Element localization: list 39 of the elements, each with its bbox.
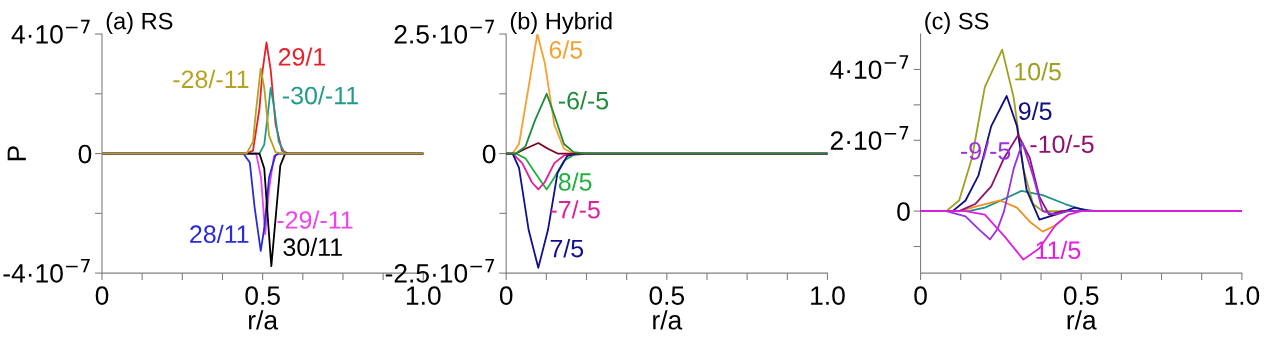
series-label: 29/1 — [278, 47, 326, 66]
series-label: 8/5 — [558, 172, 592, 191]
x-tick-label: 1.0 — [1225, 286, 1260, 305]
series-label: -6/-5 — [558, 91, 609, 110]
x-tick-label: 0.5 — [649, 286, 685, 305]
series-label: 6/5 — [549, 40, 583, 59]
y-tick-label: -2.5·10$^{−7}$ — [385, 258, 495, 283]
chart-title: (b) Hybrid — [510, 12, 612, 35]
x-axis-title: r/a — [653, 310, 683, 330]
series-label: 30/11 — [283, 237, 342, 257]
x-axis-title: r/a — [249, 310, 279, 330]
chart-title: (c) SS — [925, 12, 989, 35]
y-axis-title: P — [7, 146, 26, 161]
x-axis-title: r/a — [1067, 310, 1097, 330]
x-tick-label: 0.5 — [245, 286, 280, 305]
series-label: -10/-5 — [1030, 134, 1094, 154]
x-tick-label: 0 — [95, 286, 109, 305]
chart-title: (a) RS — [106, 12, 173, 35]
y-tick-label: -4·10$^{−7}$ — [3, 258, 90, 283]
x-tick-label: 0.5 — [1063, 286, 1099, 305]
x-tick-label: 0 — [499, 286, 513, 305]
y-tick-label: 2.5·10$^{−7}$ — [394, 19, 494, 44]
x-tick-label: 1.0 — [406, 286, 441, 305]
y-tick-label: 0 — [78, 144, 92, 164]
y-tick-label: 2·10$^{−7}$ — [830, 126, 909, 150]
series-label: -29/-11 — [277, 210, 353, 229]
series-label: 10/5 — [1015, 62, 1061, 81]
series-label: -30/-11 — [282, 86, 358, 105]
y-tick-label: 4·10$^{−7}$ — [830, 55, 909, 80]
y-tick-label: 4·10$^{−7}$ — [11, 19, 90, 44]
series-label: -28/-11 — [173, 69, 249, 89]
series-label: 7/5 — [550, 239, 584, 258]
y-tick-label: 0 — [482, 144, 496, 164]
series-label: 11/5 — [1036, 240, 1081, 260]
y-tick-label: 0 — [897, 202, 910, 221]
x-tick-label: 0 — [914, 286, 927, 305]
x-tick-label: 1.0 — [811, 286, 845, 305]
series-label: 9/5 — [1018, 101, 1052, 120]
series-label: 28/11 — [190, 224, 249, 244]
